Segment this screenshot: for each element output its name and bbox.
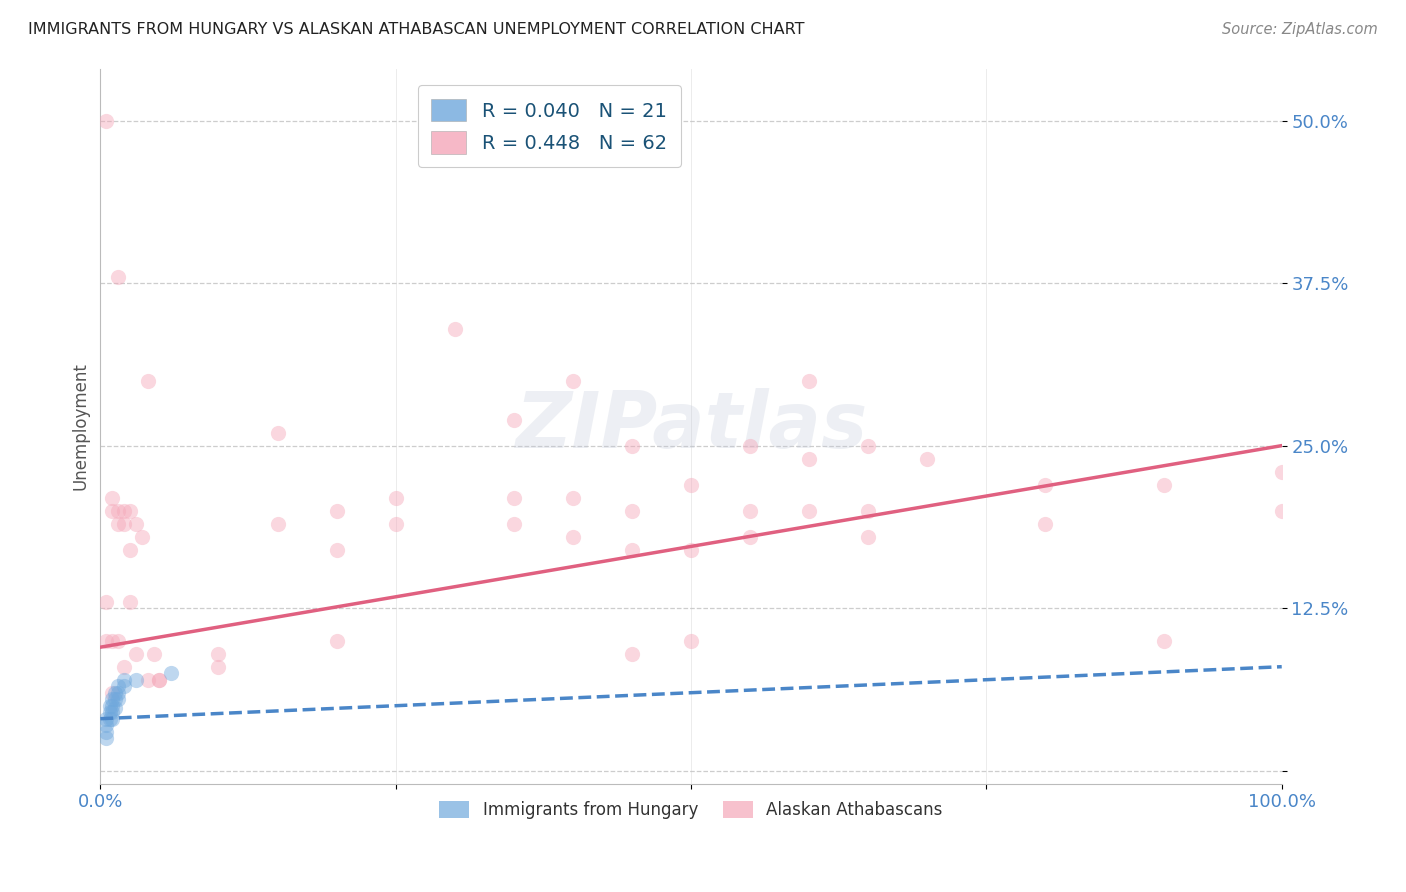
Point — [679, 633, 702, 648]
Point — [136, 673, 159, 687]
Point — [679, 477, 702, 491]
Point — [101, 712, 124, 726]
Point — [148, 673, 170, 687]
Point — [1271, 465, 1294, 479]
Point — [799, 451, 821, 466]
Point — [96, 724, 118, 739]
Point — [96, 712, 118, 726]
Point — [142, 647, 165, 661]
Point — [266, 516, 288, 531]
Point — [740, 439, 762, 453]
Point — [107, 679, 129, 693]
Point — [107, 269, 129, 284]
Point — [620, 439, 643, 453]
Point — [112, 516, 135, 531]
Point — [325, 542, 347, 557]
Point — [384, 516, 406, 531]
Point — [98, 712, 121, 726]
Point — [112, 503, 135, 517]
Point — [96, 718, 118, 732]
Point — [325, 633, 347, 648]
Point — [858, 439, 880, 453]
Point — [125, 673, 148, 687]
Point — [1035, 477, 1057, 491]
Point — [561, 491, 583, 505]
Point — [101, 503, 124, 517]
Point — [325, 503, 347, 517]
Point — [98, 698, 121, 713]
Point — [118, 503, 141, 517]
Point — [740, 503, 762, 517]
Point — [118, 595, 141, 609]
Point — [131, 530, 153, 544]
Legend: Immigrants from Hungary, Alaskan Athabascans: Immigrants from Hungary, Alaskan Athabas… — [433, 794, 949, 825]
Point — [620, 503, 643, 517]
Point — [160, 666, 183, 681]
Point — [112, 679, 135, 693]
Point — [740, 530, 762, 544]
Point — [561, 374, 583, 388]
Y-axis label: Unemployment: Unemployment — [72, 362, 89, 490]
Point — [443, 113, 465, 128]
Point — [917, 451, 939, 466]
Point — [148, 673, 170, 687]
Text: IMMIGRANTS FROM HUNGARY VS ALASKAN ATHABASCAN UNEMPLOYMENT CORRELATION CHART: IMMIGRANTS FROM HUNGARY VS ALASKAN ATHAB… — [28, 22, 804, 37]
Point — [561, 530, 583, 544]
Point — [136, 374, 159, 388]
Text: Source: ZipAtlas.com: Source: ZipAtlas.com — [1222, 22, 1378, 37]
Point — [107, 686, 129, 700]
Point — [101, 686, 124, 700]
Point — [858, 503, 880, 517]
Point — [384, 491, 406, 505]
Point — [1153, 633, 1175, 648]
Point — [101, 692, 124, 706]
Point — [502, 412, 524, 426]
Point — [799, 503, 821, 517]
Point — [103, 692, 125, 706]
Point — [107, 633, 129, 648]
Point — [679, 542, 702, 557]
Point — [96, 595, 118, 609]
Point — [101, 491, 124, 505]
Point — [207, 659, 229, 673]
Point — [96, 633, 118, 648]
Point — [266, 425, 288, 440]
Point — [125, 516, 148, 531]
Point — [107, 503, 129, 517]
Point — [502, 491, 524, 505]
Point — [107, 692, 129, 706]
Point — [1035, 516, 1057, 531]
Point — [502, 516, 524, 531]
Point — [96, 113, 118, 128]
Point — [125, 647, 148, 661]
Point — [1153, 477, 1175, 491]
Point — [98, 705, 121, 719]
Point — [443, 321, 465, 335]
Point — [101, 633, 124, 648]
Point — [101, 705, 124, 719]
Point — [118, 542, 141, 557]
Point — [858, 530, 880, 544]
Point — [620, 542, 643, 557]
Point — [1271, 503, 1294, 517]
Point — [620, 647, 643, 661]
Point — [101, 698, 124, 713]
Point — [96, 731, 118, 746]
Point — [103, 686, 125, 700]
Point — [103, 701, 125, 715]
Point — [207, 647, 229, 661]
Point — [799, 374, 821, 388]
Text: ZIPatlas: ZIPatlas — [515, 388, 868, 464]
Point — [112, 673, 135, 687]
Point — [112, 659, 135, 673]
Point — [107, 516, 129, 531]
